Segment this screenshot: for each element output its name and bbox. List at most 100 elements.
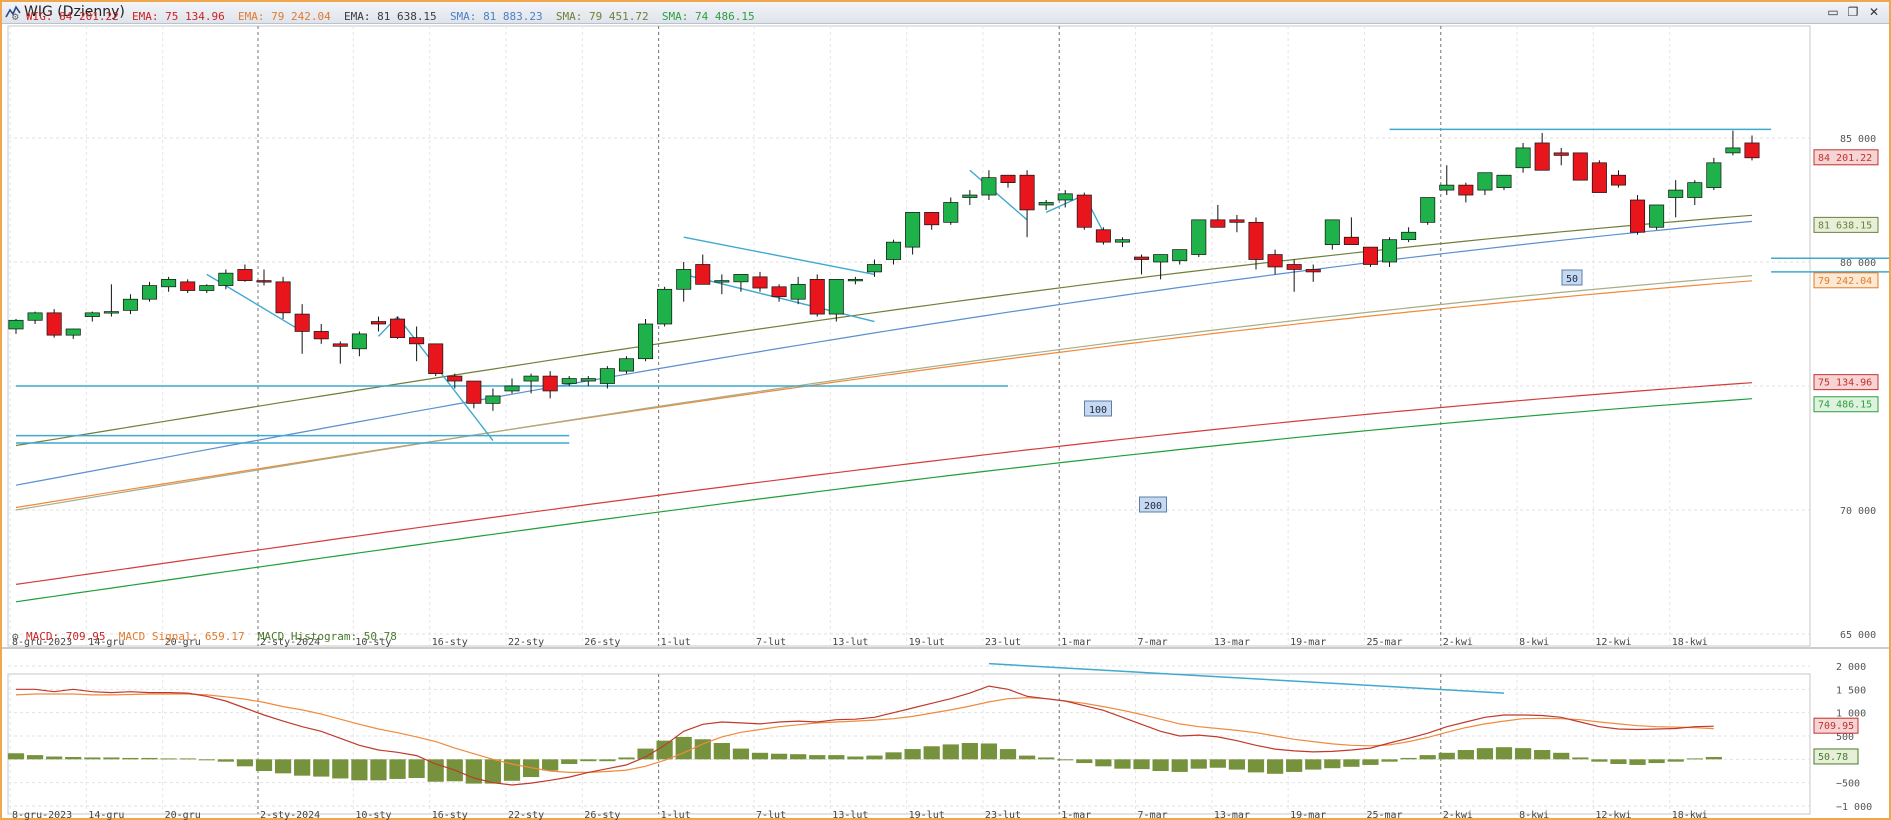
macd-histogram-bar: [46, 756, 63, 760]
candle: [199, 285, 215, 291]
legend-entry: EMA: 75 134.96: [132, 10, 238, 23]
candle: [1153, 254, 1169, 263]
candle: [847, 279, 863, 282]
candle: [981, 177, 997, 196]
candle: [1610, 174, 1626, 186]
macd-histogram-bar: [484, 759, 502, 784]
candle: [1668, 189, 1684, 198]
x-axis-tick: 12-kwi: [1595, 810, 1631, 820]
candle: [714, 280, 730, 283]
macd-histogram-bar: [1057, 759, 1074, 761]
macd-histogram-bar: [599, 759, 616, 762]
x-axis-tick: 16-sty: [432, 637, 468, 648]
candle: [390, 318, 406, 338]
price-panel: [7, 25, 1811, 647]
macd-histogram-bar: [1343, 759, 1360, 767]
x-axis-tick: 1-mar: [1061, 637, 1091, 648]
candle: [485, 395, 501, 404]
moving-average-line: [15, 398, 1753, 603]
legend-label: EMA:: [237, 10, 272, 23]
candle: [27, 312, 43, 321]
legend-label: SMA:: [661, 10, 696, 23]
macd-histogram-bar: [675, 736, 692, 760]
price-axis-tick: 85 000: [1840, 134, 1876, 145]
x-axis-tick: 19-lut: [909, 810, 945, 820]
macd-histogram-bar: [26, 755, 44, 760]
macd-label-box: [1813, 748, 1859, 765]
price-legend: ⚙ WIG: 84 201.22 EMA: 75 134.96 EMA: 79 2…: [12, 10, 768, 23]
macd-histogram-bar: [427, 759, 444, 782]
candle: [809, 279, 825, 315]
price-label-box: [1813, 216, 1879, 233]
price-label: 74 486.15: [1818, 400, 1872, 411]
candle: [294, 313, 310, 332]
candle: [1649, 204, 1665, 228]
macd-histogram-bar: [198, 759, 215, 761]
macd-histogram-bar: [770, 753, 788, 760]
candle: [46, 312, 62, 336]
candle: [1038, 202, 1054, 206]
settings-gear-icon[interactable]: ⚙: [12, 10, 19, 23]
x-axis-tick: 8-kwi: [1519, 810, 1549, 820]
candle: [1553, 152, 1569, 156]
x-axis-tick: 10-sty: [355, 637, 391, 648]
candle: [1725, 147, 1741, 154]
macd-axis-tick: 2 000: [1836, 662, 1866, 673]
macd-histogram-bar: [923, 746, 940, 760]
settings-gear-icon[interactable]: ⚙: [12, 630, 19, 643]
macd-histogram-bar: [389, 759, 406, 779]
macd-histogram-bar: [84, 757, 101, 760]
macd-histogram-bar: [7, 753, 25, 760]
ma-period-label: 100: [1089, 405, 1107, 416]
macd-histogram-bar: [1209, 759, 1226, 768]
x-axis-tick: 14-gru: [88, 637, 124, 648]
legend-value: 81 638.15: [377, 10, 450, 23]
x-axis-tick: 7-mar: [1138, 810, 1168, 820]
candle: [1534, 142, 1550, 171]
macd-histogram-bar: [1286, 759, 1303, 772]
candle: [1286, 264, 1302, 270]
macd-histogram-bar: [160, 758, 177, 760]
minimize-button[interactable]: ▭: [1827, 5, 1839, 19]
price-label-box: [1813, 374, 1879, 391]
macd-histogram-bar: [1247, 759, 1265, 773]
candle: [370, 321, 386, 325]
legend-label: SMA:: [449, 10, 484, 23]
candle: [8, 319, 24, 330]
legend-entry: EMA: 79 242.04: [238, 10, 344, 23]
restore-button[interactable]: ❐: [1847, 5, 1859, 19]
candle: [1515, 147, 1531, 169]
candle: [1000, 174, 1016, 183]
macd-histogram-bar: [1114, 759, 1131, 769]
legend-entry: WIG: 84 201.22: [26, 10, 132, 23]
candle: [1076, 194, 1092, 228]
legend-label: MACD Histogram:: [257, 630, 364, 643]
candle: [1439, 184, 1455, 191]
macd-histogram-bar: [1266, 759, 1284, 774]
macd-histogram-bar: [1572, 757, 1589, 760]
macd-histogram-bar: [790, 754, 807, 760]
x-axis-tick: 26-sty: [584, 637, 620, 648]
candle: [218, 272, 234, 286]
moving-average-line: [15, 382, 1753, 585]
candle: [428, 343, 444, 374]
macd-histogram-bar: [1534, 750, 1551, 760]
macd-histogram-bar: [885, 752, 902, 760]
legend-value: 659.17: [204, 630, 258, 643]
close-button[interactable]: ✕: [1868, 5, 1880, 19]
x-axis-tick: 13-mar: [1214, 810, 1250, 820]
macd-histogram-bar: [1514, 748, 1532, 760]
x-axis-tick: 19-mar: [1290, 637, 1326, 648]
price-axis-tick: 80 000: [1840, 258, 1876, 269]
title-bar: WIG (Dzienny) ▭ ❐ ✕: [2, 2, 1889, 24]
price-label-box: [1813, 272, 1879, 289]
macd-histogram-bar: [1133, 759, 1150, 770]
legend-entry: SMA: 81 883.23: [450, 10, 556, 23]
macd-histogram-bar: [980, 743, 998, 760]
candle: [1134, 256, 1150, 260]
candle: [1229, 219, 1245, 223]
candle: [1477, 172, 1493, 191]
candle: [1343, 236, 1359, 245]
